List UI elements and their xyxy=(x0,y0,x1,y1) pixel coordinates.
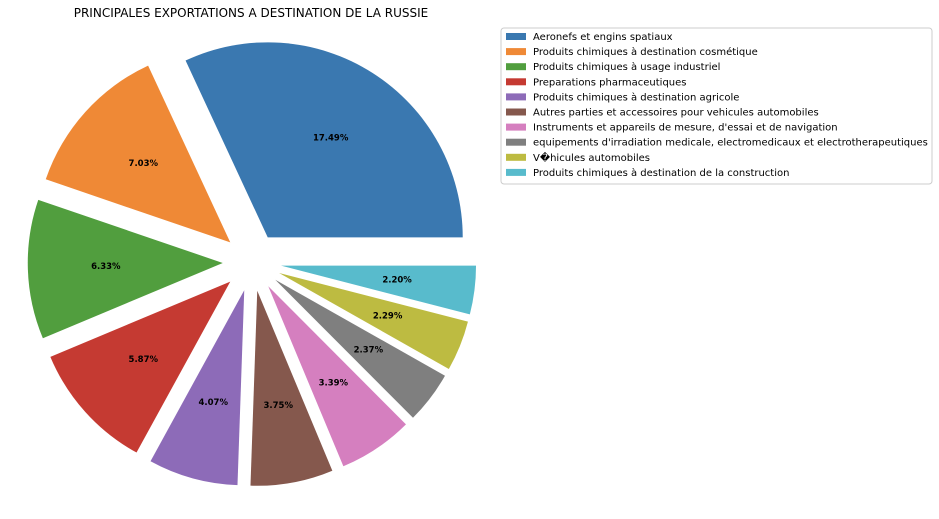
slice-percent-label: 5.87% xyxy=(129,355,159,365)
legend-label: Produits chimiques à destination agricol… xyxy=(533,91,739,103)
legend-swatch xyxy=(506,48,526,56)
legend-label: Produits chimiques à usage industriel xyxy=(533,61,720,73)
legend-swatch xyxy=(506,78,526,86)
pie-slice xyxy=(250,290,333,486)
pie-slice xyxy=(268,286,406,467)
legend-label: Produits chimiques à destination cosméti… xyxy=(533,46,758,58)
legend-items: Aeronefs et engins spatiaux Produits chim… xyxy=(506,32,928,179)
slice-percent-label: 2.29% xyxy=(373,312,403,322)
pie-slice xyxy=(27,199,223,339)
legend-label: equipements d'irradiation medicale, elec… xyxy=(533,138,928,149)
pie-slice xyxy=(150,290,245,486)
legend-swatch xyxy=(506,138,526,146)
legend-label: Aeronefs et engins spatiaux xyxy=(533,32,673,43)
slice-percent-label: 2.20% xyxy=(382,275,412,285)
legend: Aeronefs et engins spatiaux Produits chim… xyxy=(500,27,933,185)
slice-percent-label: 4.07% xyxy=(199,398,229,408)
pie-slices xyxy=(27,42,477,486)
pie-slice xyxy=(185,42,463,238)
legend-swatch xyxy=(506,123,526,131)
legend-label: V�hicules automobiles xyxy=(533,151,650,164)
legend-swatch xyxy=(506,63,526,71)
pie-slice xyxy=(45,65,231,243)
slice-percent-labels: 17.49% 7.03% 6.33% 5.87% 4.07% 3.75% 3.39% 2.37… xyxy=(91,134,412,411)
legend-swatch xyxy=(506,168,526,176)
slice-percent-label: 17.49% xyxy=(313,134,349,144)
legend-swatch xyxy=(506,33,526,40)
slice-percent-label: 3.39% xyxy=(319,379,349,389)
chart-title: PRINCIPALES EXPORTATIONS A DESTINATION D… xyxy=(74,6,429,20)
pie-slice xyxy=(281,265,477,315)
pie-slice xyxy=(275,279,445,418)
legend-swatch xyxy=(506,153,526,161)
slice-percent-label: 3.75% xyxy=(263,401,293,411)
legend-frame xyxy=(500,27,933,185)
legend-label: Autres parties et accessoires pour vehic… xyxy=(533,108,819,119)
slice-percent-label: 7.03% xyxy=(129,159,159,169)
legend-swatch xyxy=(506,93,526,101)
legend-label: Preparations pharmaceutiques xyxy=(533,77,687,88)
slice-percent-label: 6.33% xyxy=(91,262,121,272)
pie-slice xyxy=(279,272,468,369)
pie-slice xyxy=(50,281,231,453)
legend-swatch xyxy=(506,108,526,116)
slice-percent-label: 2.37% xyxy=(354,346,384,356)
legend-label: Produits chimiques à destination de la c… xyxy=(533,167,789,179)
legend-label: Instruments et appareils de mesure, d'es… xyxy=(533,123,838,134)
